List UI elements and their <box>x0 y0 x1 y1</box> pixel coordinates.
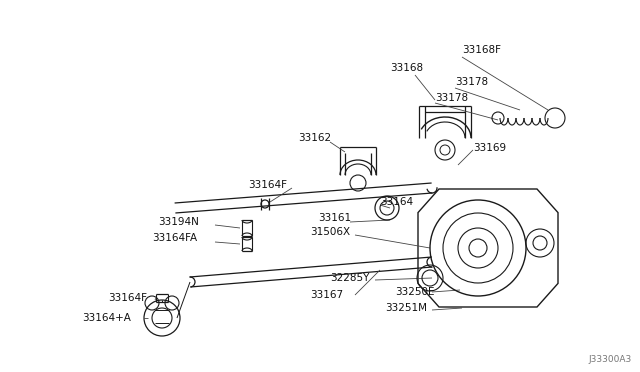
Text: 33164F: 33164F <box>108 293 147 303</box>
Text: 33194N: 33194N <box>158 217 199 227</box>
Text: 33162: 33162 <box>298 133 331 143</box>
Text: 31506X: 31506X <box>310 227 350 237</box>
Text: 33250E: 33250E <box>395 287 435 297</box>
Text: 33164+A: 33164+A <box>82 313 131 323</box>
Text: 33168F: 33168F <box>462 45 501 55</box>
Text: 33178: 33178 <box>435 93 468 103</box>
Text: 33164F: 33164F <box>248 180 287 190</box>
Text: 33251M: 33251M <box>385 303 427 313</box>
Text: 32285Y: 32285Y <box>330 273 369 283</box>
Text: 33161: 33161 <box>318 213 351 223</box>
Text: 33178: 33178 <box>455 77 488 87</box>
Text: 33168: 33168 <box>390 63 423 73</box>
Text: 33164FA: 33164FA <box>152 233 197 243</box>
Text: 33164: 33164 <box>380 197 413 207</box>
Text: 33169: 33169 <box>473 143 506 153</box>
Text: J33300A3: J33300A3 <box>589 355 632 364</box>
Text: 33167: 33167 <box>310 290 343 300</box>
